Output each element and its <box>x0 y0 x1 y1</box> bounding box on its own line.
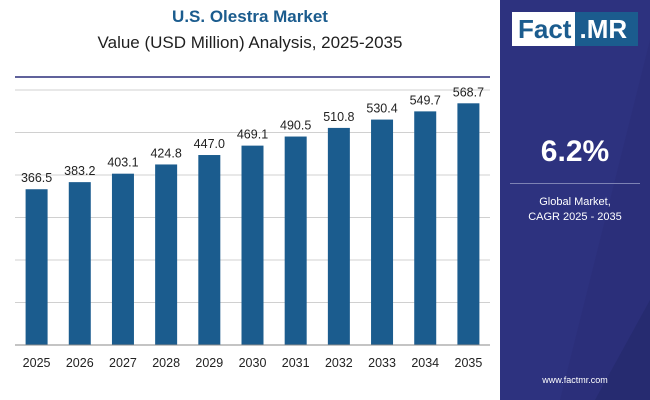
logo-text-fact: Fact <box>512 12 576 46</box>
data-label: 447.0 <box>194 137 225 151</box>
chart-panel: 366.5 2025 383.2 2026 403.1 2027 424.8 2028 447.… <box>15 7 490 370</box>
x-tick-label: 2025 <box>23 356 51 370</box>
x-tick-label: 2030 <box>239 356 267 370</box>
bar <box>457 103 480 346</box>
chart-title: U.S. Olestra Market <box>172 7 328 26</box>
info-panel: Fact .MR 6.2% Global Market, CAGR 2025 -… <box>500 0 650 400</box>
data-label: 549.7 <box>410 93 441 107</box>
divider <box>510 183 640 184</box>
data-label: 424.8 <box>150 146 181 160</box>
cagr-label-line2: CAGR 2025 - 2035 <box>528 211 622 223</box>
bar <box>111 173 134 345</box>
x-tick-label: 2032 <box>325 356 353 370</box>
x-tick-label: 2035 <box>455 356 483 370</box>
bar <box>25 189 48 345</box>
x-tick-label: 2029 <box>195 356 223 370</box>
data-label: 403.1 <box>107 156 138 170</box>
chart-subtitle: Value (USD Million) Analysis, 2025-2035 <box>97 33 403 52</box>
x-tick-label: 2031 <box>282 356 310 370</box>
x-tick-label: 2028 <box>152 356 180 370</box>
panel-background-graphic <box>500 0 650 400</box>
data-label: 366.5 <box>21 171 52 185</box>
x-tick-label: 2027 <box>109 356 137 370</box>
bar <box>241 145 264 345</box>
data-label: 490.5 <box>280 119 311 133</box>
website-link[interactable]: www.factmr.com <box>542 375 608 385</box>
data-label: 568.7 <box>453 85 484 99</box>
bar <box>414 111 437 345</box>
bar-chart: 366.5 2025 383.2 2026 403.1 2027 424.8 2028 447.… <box>15 76 490 370</box>
bar <box>155 164 178 345</box>
data-label: 510.8 <box>323 110 354 124</box>
bar <box>68 182 91 345</box>
bar <box>371 119 394 345</box>
data-label: 383.2 <box>64 164 95 178</box>
x-tick-label: 2034 <box>411 356 439 370</box>
data-label: 530.4 <box>366 102 397 116</box>
cagr-label-line1: Global Market, <box>539 196 611 208</box>
bar <box>327 127 350 345</box>
factmr-logo: Fact .MR <box>512 12 638 46</box>
bar <box>284 136 307 345</box>
data-label: 469.1 <box>237 128 268 142</box>
bar <box>198 155 221 345</box>
logo-text-mr: .MR <box>575 12 638 46</box>
cagr-value: 6.2% <box>540 135 610 168</box>
x-tick-label: 2026 <box>66 356 94 370</box>
x-tick-label: 2033 <box>368 356 396 370</box>
